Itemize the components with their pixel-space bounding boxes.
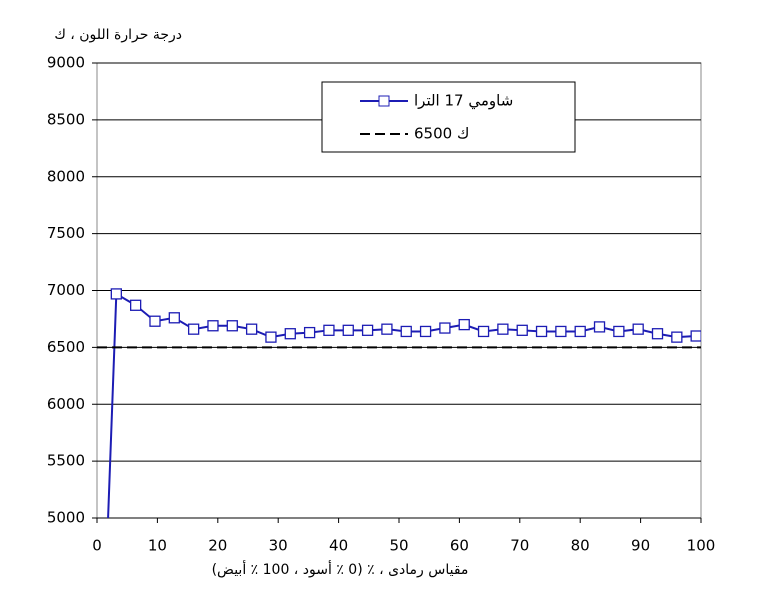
marker — [226, 320, 238, 332]
marker — [265, 331, 277, 343]
x-tick-label: 70 — [510, 537, 529, 555]
x-tick-label: 30 — [269, 537, 288, 555]
marker — [419, 325, 432, 338]
marker — [400, 325, 412, 338]
marker — [303, 326, 316, 339]
chart-title: درجة حرارة اللون ، ك — [54, 27, 182, 43]
marker — [555, 325, 567, 338]
x-tick-label: 40 — [329, 537, 348, 555]
marker — [245, 323, 258, 335]
x-tick-label: 60 — [450, 537, 469, 555]
marker — [361, 324, 374, 336]
marker — [497, 323, 509, 335]
marker — [632, 323, 644, 335]
marker — [439, 322, 451, 334]
x-tick-label: 100 — [687, 537, 716, 555]
marker — [593, 321, 606, 333]
y-tick-label: 7000 — [47, 281, 85, 299]
marker — [110, 288, 122, 300]
x-tick-label: 20 — [208, 537, 227, 555]
x-tick-label: 10 — [148, 537, 167, 555]
y-tick-label: 6500 — [47, 338, 85, 356]
y-tick-label: 7500 — [47, 224, 85, 242]
marker — [130, 299, 142, 311]
marker — [613, 325, 625, 338]
y-tick-label: 9000 — [47, 54, 85, 72]
x-tick-label: 80 — [571, 537, 590, 555]
y-tick-label: 8000 — [47, 167, 85, 185]
marker — [207, 320, 219, 332]
y-tick-label: 5000 — [47, 509, 85, 527]
x-tick-label: 50 — [389, 537, 408, 555]
x-tick-label: 0 — [92, 537, 102, 555]
marker — [168, 312, 180, 324]
marker — [535, 325, 548, 338]
legend-marker — [378, 95, 390, 107]
marker — [149, 315, 161, 327]
marker — [323, 324, 335, 336]
y-tick-label: 8500 — [47, 110, 85, 128]
marker — [671, 331, 683, 343]
marker — [103, 519, 113, 529]
marker — [651, 328, 664, 340]
x-tick-label: 90 — [631, 537, 650, 555]
legend-label: شاومي 17 الترا — [414, 92, 513, 111]
legend-label: 6500 ك — [414, 125, 469, 143]
marker — [342, 324, 354, 336]
y-tick-label: 6000 — [47, 395, 85, 413]
marker — [477, 325, 490, 338]
y-tick-label: 5500 — [47, 452, 85, 470]
marker — [458, 318, 470, 331]
marker — [381, 323, 393, 335]
x-axis-label: مقياس رمادى ، ٪ (0 ٪ أسود ، 100 ٪ أبيض) — [212, 560, 469, 578]
marker — [690, 330, 701, 342]
series-layer — [97, 288, 701, 529]
marker — [574, 325, 586, 338]
marker — [284, 328, 296, 340]
legend-box — [321, 81, 576, 153]
marker — [187, 323, 200, 335]
marker — [516, 324, 528, 336]
